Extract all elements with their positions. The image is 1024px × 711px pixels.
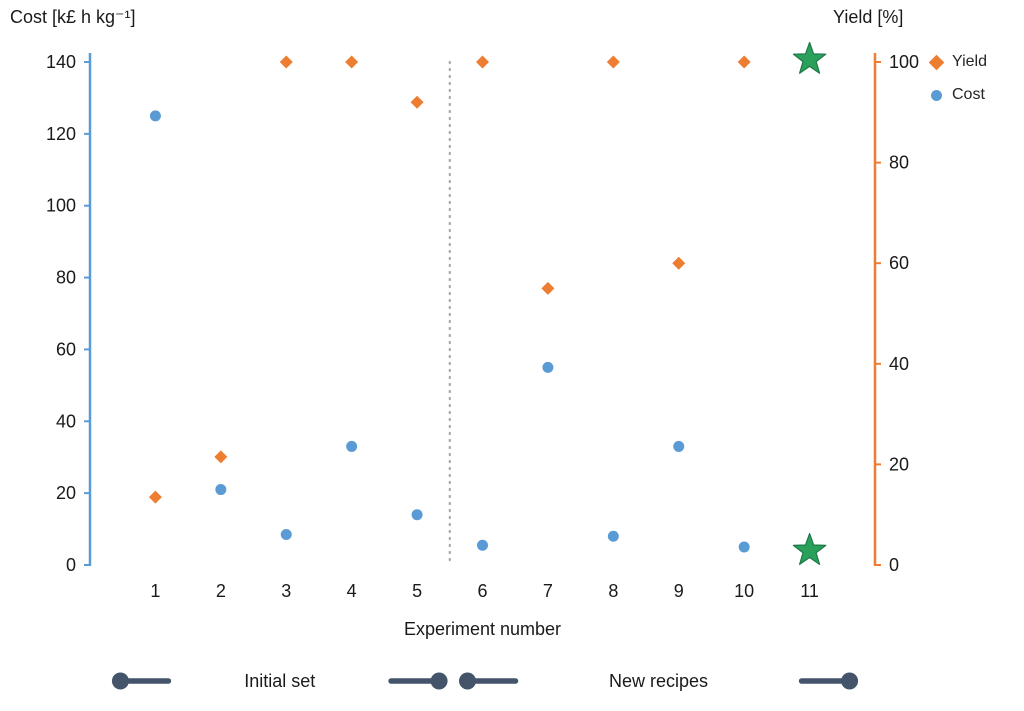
cost-point <box>477 539 488 551</box>
cost-point <box>673 440 685 452</box>
cost-point <box>346 440 358 452</box>
cost-point <box>542 361 554 373</box>
left-axis-tick-label: 120 <box>46 124 76 144</box>
yield-point <box>737 55 751 69</box>
range-label: Initial set <box>244 671 315 691</box>
right-axis-tick-label: 60 <box>889 253 909 273</box>
legend: Yield Cost <box>928 53 987 104</box>
x-tick-label: 10 <box>734 581 754 601</box>
right-axis-tick-label: 80 <box>889 153 909 173</box>
x-axis-label: Experiment number <box>403 619 562 639</box>
yield-point <box>148 490 162 504</box>
range-label: New recipes <box>609 671 708 691</box>
x-tick-label: 3 <box>281 581 291 601</box>
yield-point <box>345 55 359 69</box>
cost-point <box>149 110 161 122</box>
x-tick-label: 2 <box>216 581 226 601</box>
x-tick-label: 1 <box>150 581 160 601</box>
yield-diamond-icon <box>928 54 945 70</box>
cost-point <box>215 484 227 496</box>
x-tick-label: 8 <box>608 581 618 601</box>
yield-point <box>279 55 293 69</box>
right-axis-tick-label: 0 <box>889 555 899 575</box>
left-axis-tick-label: 60 <box>56 339 76 359</box>
left-axis-tick-label: 40 <box>56 411 76 431</box>
right-axis-tick-label: 20 <box>889 454 909 474</box>
cost-point <box>280 528 292 540</box>
right-axis-title: Yield [%] <box>833 7 904 27</box>
yield-point <box>214 450 228 464</box>
yield-point <box>672 256 686 270</box>
legend-item-yield: Yield <box>928 53 987 71</box>
yield-point <box>476 55 489 69</box>
x-tick-label: 6 <box>477 581 487 601</box>
goal-star-icon <box>792 41 827 74</box>
yield-point <box>541 281 555 295</box>
left-axis-title: Cost [k£ h kg⁻¹] <box>10 7 136 27</box>
yield-point <box>410 95 424 109</box>
left-axis-tick-label: 100 <box>46 196 76 216</box>
left-axis-tick-label: 140 <box>46 52 76 72</box>
goal-star-icon <box>792 533 827 565</box>
legend-label-yield: Yield <box>952 53 987 70</box>
range-endpoint <box>841 672 859 690</box>
x-tick-label: 4 <box>347 581 357 601</box>
cost-point <box>738 541 750 553</box>
x-tick-label: 9 <box>674 581 684 601</box>
cost-point <box>607 530 619 542</box>
x-tick-label: 5 <box>412 581 422 601</box>
range-endpoint <box>430 672 448 690</box>
x-tick-label: 11 <box>800 581 819 601</box>
right-axis-tick-label: 100 <box>889 52 919 72</box>
legend-item-cost: Cost <box>931 86 987 104</box>
cost-point <box>411 509 423 521</box>
left-axis-tick-label: 20 <box>56 483 76 503</box>
right-axis-tick-label: 40 <box>889 354 909 374</box>
left-axis-tick-label: 0 <box>66 555 76 575</box>
cost-circle-icon <box>931 89 942 101</box>
x-tick-label: 7 <box>543 581 553 601</box>
yield-point <box>606 55 620 69</box>
left-axis-tick-label: 80 <box>56 268 76 288</box>
legend-label-cost: Cost <box>952 86 985 103</box>
